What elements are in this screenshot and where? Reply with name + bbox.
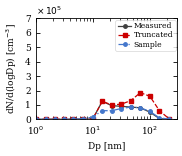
- Sample: [54, 118, 56, 120]
- Legend: Measured, Truncated, Sample: Measured, Truncated, Sample: [115, 20, 176, 51]
- Truncated: [158, 110, 161, 112]
- Sample: [92, 116, 94, 118]
- Truncated: [130, 100, 132, 102]
- Line: Truncated: Truncated: [34, 91, 171, 121]
- Measured: [92, 118, 94, 120]
- Truncated: [168, 118, 170, 119]
- Sample: [111, 110, 113, 112]
- Sample: [149, 110, 151, 112]
- Measured: [72, 118, 74, 120]
- Measured: [168, 118, 170, 120]
- Truncated: [45, 118, 47, 120]
- Measured: [130, 106, 132, 108]
- Sample: [101, 110, 103, 112]
- Truncated: [82, 118, 84, 120]
- Truncated: [72, 118, 74, 120]
- X-axis label: Dp [nm]: Dp [nm]: [88, 142, 125, 151]
- Truncated: [111, 104, 113, 106]
- Sample: [158, 117, 161, 119]
- Sample: [63, 118, 66, 120]
- Sample: [45, 118, 47, 120]
- Truncated: [54, 118, 56, 120]
- Sample: [34, 118, 37, 120]
- Sample: [72, 118, 74, 120]
- Sample: [168, 118, 170, 120]
- Measured: [101, 100, 103, 102]
- Line: Measured: Measured: [34, 100, 171, 121]
- Measured: [139, 107, 141, 109]
- Truncated: [63, 118, 66, 120]
- Measured: [54, 118, 56, 120]
- Measured: [158, 118, 161, 119]
- Y-axis label: dN/d(logDp) [cm$^{-3}$]: dN/d(logDp) [cm$^{-3}$]: [5, 24, 19, 114]
- Sample: [82, 118, 84, 119]
- Sample: [120, 108, 122, 110]
- Truncated: [101, 100, 103, 102]
- Truncated: [149, 95, 151, 97]
- Truncated: [139, 92, 141, 94]
- Measured: [82, 118, 84, 120]
- Truncated: [120, 103, 122, 105]
- Sample: [130, 106, 132, 108]
- Measured: [111, 105, 113, 107]
- Line: Sample: Sample: [34, 105, 171, 121]
- Truncated: [34, 118, 37, 120]
- Sample: [139, 107, 141, 109]
- Truncated: [92, 118, 94, 120]
- Measured: [149, 111, 151, 113]
- Measured: [45, 118, 47, 120]
- Measured: [34, 118, 37, 120]
- Text: $\times\,10^5$: $\times\,10^5$: [35, 5, 62, 17]
- Measured: [120, 105, 122, 107]
- Measured: [63, 118, 66, 120]
